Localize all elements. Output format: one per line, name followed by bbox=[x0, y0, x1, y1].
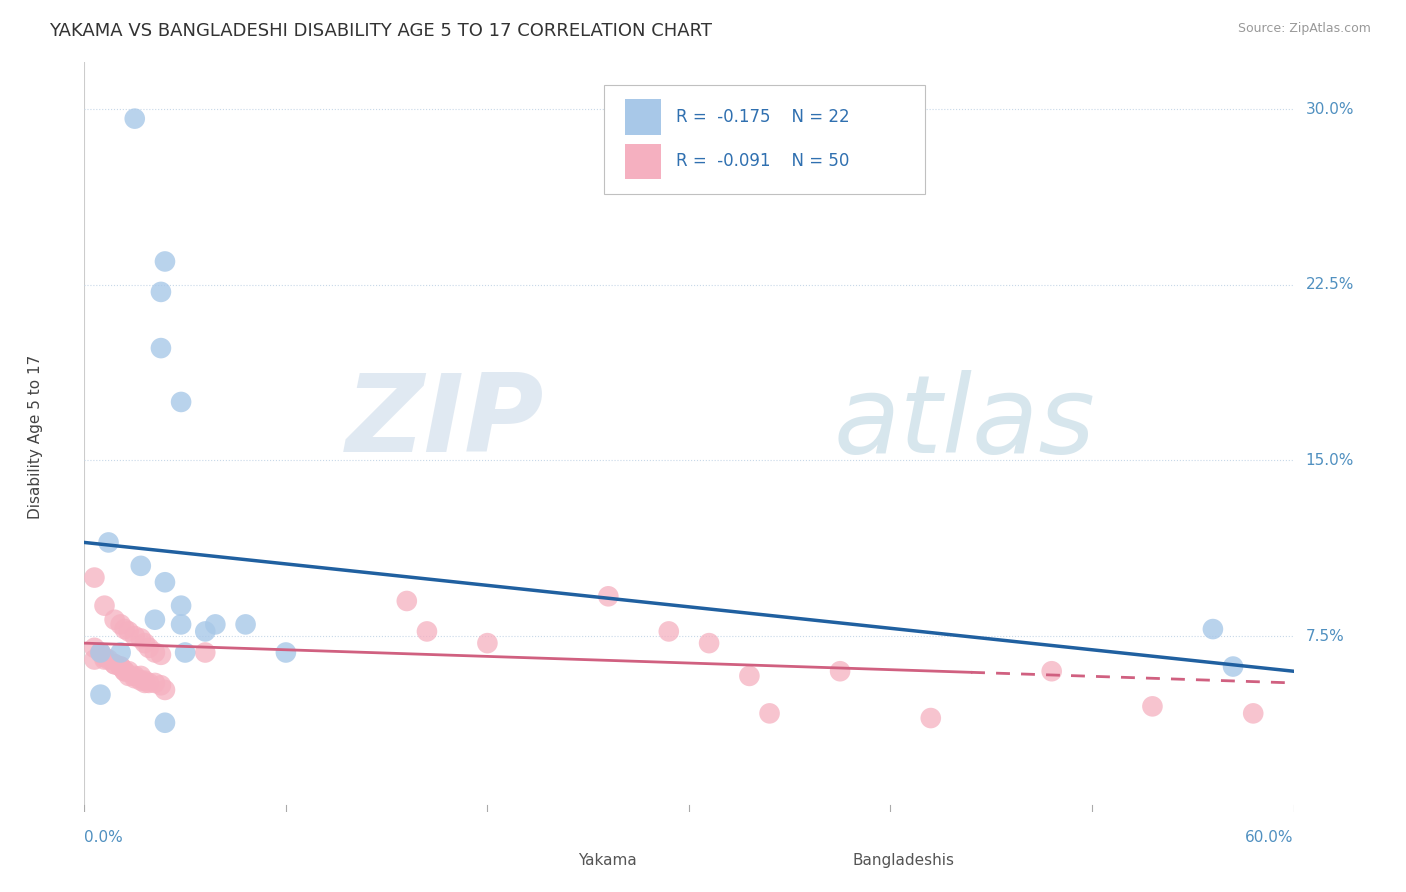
Point bbox=[1222, 659, 1244, 673]
Point bbox=[89, 646, 111, 660]
Text: 7.5%: 7.5% bbox=[1306, 629, 1344, 644]
Text: ZIP: ZIP bbox=[346, 369, 544, 475]
Point bbox=[118, 669, 141, 683]
Point bbox=[204, 617, 226, 632]
Point bbox=[170, 395, 193, 409]
Point bbox=[93, 650, 115, 665]
Point bbox=[114, 622, 136, 636]
Point bbox=[143, 646, 166, 660]
FancyBboxPatch shape bbox=[804, 846, 841, 875]
Point bbox=[138, 640, 160, 655]
Point bbox=[830, 664, 852, 679]
Point bbox=[89, 688, 111, 702]
Point bbox=[170, 599, 193, 613]
Point bbox=[134, 673, 156, 688]
Point bbox=[149, 678, 172, 692]
Point bbox=[194, 624, 217, 639]
Point bbox=[124, 112, 146, 126]
Text: 15.0%: 15.0% bbox=[1306, 453, 1354, 468]
Point bbox=[738, 669, 761, 683]
Point bbox=[416, 624, 439, 639]
Point bbox=[118, 664, 141, 679]
Text: R =  -0.175    N = 22: R = -0.175 N = 22 bbox=[676, 108, 849, 126]
Point bbox=[124, 669, 146, 683]
Text: atlas: atlas bbox=[834, 369, 1095, 475]
Point bbox=[93, 652, 115, 666]
Text: 30.0%: 30.0% bbox=[1306, 102, 1354, 117]
Text: Bangladeshis: Bangladeshis bbox=[852, 853, 955, 868]
Point bbox=[93, 599, 115, 613]
Point bbox=[697, 636, 720, 650]
Point bbox=[143, 613, 166, 627]
Point bbox=[110, 646, 132, 660]
Point bbox=[104, 613, 127, 627]
Point bbox=[274, 646, 297, 660]
Point bbox=[598, 590, 620, 604]
Point bbox=[758, 706, 780, 721]
Point bbox=[134, 676, 156, 690]
Point bbox=[110, 659, 132, 673]
Text: Disability Age 5 to 17: Disability Age 5 to 17 bbox=[28, 355, 44, 519]
Point bbox=[153, 254, 176, 268]
Point bbox=[149, 648, 172, 662]
Point bbox=[134, 636, 156, 650]
Point bbox=[658, 624, 681, 639]
Point bbox=[124, 629, 146, 643]
Point bbox=[1040, 664, 1063, 679]
Text: Yakama: Yakama bbox=[578, 853, 637, 868]
Text: 60.0%: 60.0% bbox=[1246, 830, 1294, 846]
Point bbox=[1142, 699, 1164, 714]
Text: 22.5%: 22.5% bbox=[1306, 277, 1354, 293]
Point bbox=[194, 646, 217, 660]
Point bbox=[149, 341, 172, 355]
Point bbox=[477, 636, 499, 650]
Point bbox=[104, 657, 127, 672]
Point bbox=[1241, 706, 1264, 721]
Point bbox=[83, 652, 105, 666]
FancyBboxPatch shape bbox=[624, 144, 661, 179]
Point bbox=[395, 594, 418, 608]
Point bbox=[129, 669, 152, 683]
Point bbox=[235, 617, 257, 632]
Point bbox=[1202, 622, 1225, 636]
Point bbox=[129, 673, 152, 688]
Point bbox=[83, 640, 105, 655]
Point bbox=[97, 652, 120, 666]
Point bbox=[174, 646, 197, 660]
Text: R =  -0.091    N = 50: R = -0.091 N = 50 bbox=[676, 153, 849, 170]
Point bbox=[110, 617, 132, 632]
Point bbox=[920, 711, 942, 725]
Point bbox=[97, 535, 120, 549]
Point bbox=[153, 575, 176, 590]
Point bbox=[129, 632, 152, 646]
Text: YAKAMA VS BANGLADESHI DISABILITY AGE 5 TO 17 CORRELATION CHART: YAKAMA VS BANGLADESHI DISABILITY AGE 5 T… bbox=[49, 22, 713, 40]
Point bbox=[129, 558, 152, 573]
Point bbox=[114, 664, 136, 679]
Point bbox=[118, 624, 141, 639]
Point bbox=[153, 715, 176, 730]
Point bbox=[110, 659, 132, 673]
Point bbox=[143, 676, 166, 690]
FancyBboxPatch shape bbox=[624, 99, 661, 135]
Point bbox=[89, 646, 111, 660]
Point bbox=[153, 683, 176, 698]
Point bbox=[138, 676, 160, 690]
Point bbox=[124, 671, 146, 685]
Point bbox=[104, 657, 127, 672]
Point bbox=[83, 571, 105, 585]
Point bbox=[114, 664, 136, 679]
Point bbox=[149, 285, 172, 299]
Text: 0.0%: 0.0% bbox=[84, 830, 124, 846]
FancyBboxPatch shape bbox=[605, 85, 925, 194]
Point bbox=[170, 617, 193, 632]
Text: Source: ZipAtlas.com: Source: ZipAtlas.com bbox=[1237, 22, 1371, 36]
FancyBboxPatch shape bbox=[529, 846, 565, 875]
